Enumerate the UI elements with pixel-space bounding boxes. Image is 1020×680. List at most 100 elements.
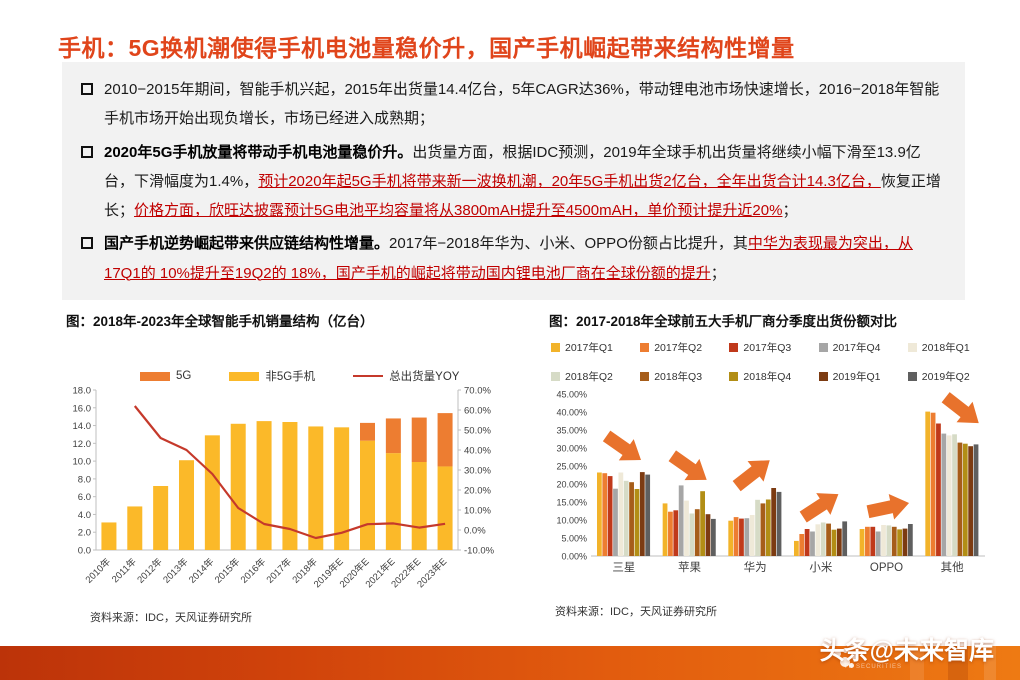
x-category-label: 三星 [612,561,635,574]
legend-item: 2019年Q2 [907,369,997,384]
yoy-line [133,405,446,540]
right-chart-title: 图：2017-2018年全球前五大手机厂商分季度出货份额对比 [549,314,898,329]
bullet-square-icon [81,145,93,158]
legend-label: 总出货量YOY [389,371,460,383]
bar-2017年Q2 [668,511,673,556]
bullet-text-segment: 2010−2015年期间，智能手机兴起，2015年出货量14.4亿台，5年CAG… [104,81,940,128]
x-tick-label: 2015年 [212,555,243,586]
y-tick-label: 10.0 [73,457,92,468]
legend-item: 2018年Q1 [907,340,997,355]
bar-segment-5g [360,422,375,441]
bullet-square-icon [81,83,93,95]
bullet-text-segment: 中华为表现最为突出，从17Q1的 10%提升至19Q2的 18%，国产手机的崛起… [104,235,913,282]
bar-2018年Q4 [634,489,640,556]
legend-swatch-icon [551,343,560,352]
bar-2018年Q1 [815,524,821,556]
bullet-text-segment: 预计2020年起5G手机将带来新一波换机潮，20年5G手机出货2亿台，全年出货合… [258,172,881,190]
bar-segment-non5g [230,423,246,550]
bar-2017年Q3 [870,526,876,556]
legend-swatch-icon [551,372,560,381]
right-chart-source: 资料来源：IDC，天风证券研究所 [555,606,717,618]
bar-2019年Q1 [836,528,842,556]
legend-label: 2018年Q1 [921,342,970,354]
y-tick-label: 18.0 [73,386,92,397]
bar-2019年Q2 [710,518,716,556]
bar-2017年Q1 [859,529,865,556]
x-tick-label: 2017年 [264,555,295,586]
bar-2017年Q1 [728,520,734,556]
bullet-text-segment: 价格方面，欣旺达披露预计5G电池平均容量将从3800mAH提升至4500mAH，… [134,202,783,219]
legend-item: 2018年Q3 [640,369,729,384]
bar-2017年Q4 [941,433,947,556]
legend-label: 2017年Q2 [654,342,703,354]
bullet-text-segment: 2020年5G手机放量将带动手机电池量稳价升。 [104,143,413,161]
bar-2018年Q1 [881,525,886,556]
bar-2018年Q2 [689,513,695,556]
y-tick-label: 0.00% [561,552,587,562]
bullet-text-segment: 国产手机逆势崛起带来供应链结构性增量。 [104,235,390,253]
legend-swatch-icon [640,343,650,352]
bar-segment-5g [385,418,401,454]
bar-2018年Q4 [897,529,902,556]
bar-2018年Q4 [700,491,705,556]
legend-label: 2017年Q1 [565,342,613,354]
y-tick-label: 15.00% [556,498,587,508]
x-category-label: 小米 [809,561,832,574]
bar-2018年Q2 [623,480,629,556]
bar-segment-non5g [101,522,117,550]
bar-2017年Q3 [936,423,941,556]
bar-segment-5g [411,417,427,462]
tf-securities-logo-icon [832,648,872,672]
bar-2018年Q3 [891,526,897,556]
left-chart-section: 图：2018年-2023年全球智能手机销量结构（亿台） 5G 非5G手机 总出货量Y… [62,310,514,625]
y-tick-label: 30.00% [556,444,587,454]
bar-segment-non5g [179,460,194,550]
bar-2018年Q3 [760,503,766,556]
y-tick-label: 20.00% [556,480,587,490]
bullet-list: 2010−2015年期间，智能手机兴起，2015年出货量14.4亿台，5年CAG… [78,75,949,288]
legend-item: 2018年Q2 [551,369,640,384]
legend-item: 2018年Q4 [729,369,818,384]
legend-swatch-icon [907,343,917,352]
legend-item: 5G [140,370,191,382]
bar-2018年Q2 [820,522,826,556]
left-chart-legend: 5G 非5G手机 总出货量YOY [140,368,514,384]
bar-2018年Q4 [962,443,968,556]
legend-swatch-icon [907,372,917,381]
legend-swatch-icon [353,374,384,378]
bar-segment-5g [437,413,453,467]
footer-stripe [910,646,924,680]
y-tick-label: 40.0% [464,446,491,457]
legend-label: 2018年Q3 [654,371,703,383]
bar-2018年Q3 [957,442,963,556]
bar-segment-non5g [411,462,427,550]
bar-2017年Q1 [662,503,668,556]
y-tick-label: -10.0% [464,546,495,557]
y-tick-label: 35.00% [556,426,587,436]
bar-2018年Q2 [952,434,957,556]
legend-swatch-icon [818,372,828,381]
bar-2017年Q2 [930,412,936,556]
bullet-text-segment: 出货量方面，根据IDC预测，2019年全球手机出货量将继续小幅下滑至13.9亿台… [104,143,921,190]
y-tick-label: 70.0% [464,386,491,397]
y-tick-label: 30.0% [464,466,491,477]
bar-2019年Q1 [968,446,974,556]
bar-2018年Q3 [826,523,831,556]
bar-2018年Q1 [618,472,624,556]
bar-segment-non5g [308,426,324,550]
bar-2018年Q4 [765,499,771,556]
bar-2018年Q2 [755,499,760,556]
bar-2017年Q3 [804,529,810,556]
bar-segment-non5g [385,453,401,550]
y-tick-label: 5.00% [561,534,587,544]
bar-2017年Q4 [875,531,881,556]
trend-arrow-icon [799,493,839,523]
legend-label: 2017年Q4 [832,342,881,354]
bullet-text-segment: ； [782,202,798,219]
bar-2017年Q2 [799,534,805,556]
legend-label: 5G [176,370,192,382]
footer-stripe [984,646,996,680]
bar-segment-non5g [282,422,298,550]
y-tick-label: 60.0% [464,406,491,417]
bullet-text-segment: 2017年−2018年华为、小米、OPPO份额占比提升，其 [389,235,748,253]
